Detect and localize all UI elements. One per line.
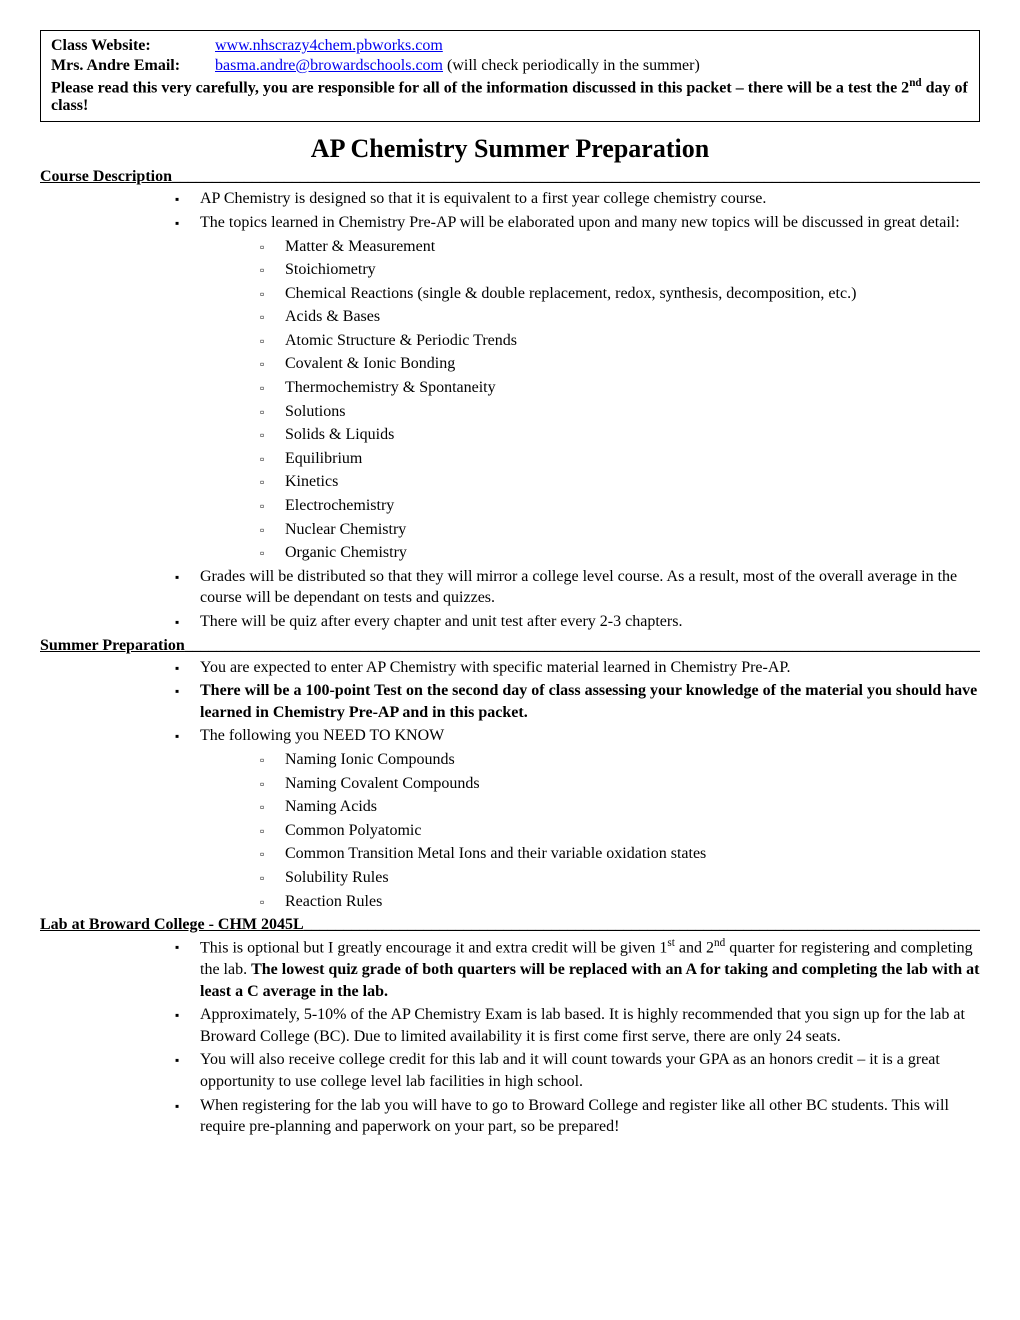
email-link[interactable]: basma.andre@browardschools.com <box>215 57 443 74</box>
email-row: Mrs. Andre Email: basma.andre@browardsch… <box>51 57 969 75</box>
list-item: When registering for the lab you will ha… <box>175 1095 980 1138</box>
list-item: The topics learned in Chemistry Pre-AP w… <box>175 212 980 564</box>
email-note: (will check periodically in the summer) <box>443 57 700 74</box>
website-link[interactable]: www.nhscrazy4chem.pbworks.com <box>215 37 443 54</box>
list-item: Grades will be distributed so that they … <box>175 566 980 609</box>
list-item: Covalent & Ionic Bonding <box>260 353 980 375</box>
warning-text-1: Please read this very carefully, you are… <box>51 79 909 96</box>
list-item: Solubility Rules <box>260 867 980 889</box>
list-item: Electrochemistry <box>260 495 980 517</box>
list-item: You will also receive college credit for… <box>175 1049 980 1092</box>
list-item: You are expected to enter AP Chemistry w… <box>175 657 980 679</box>
list-item: Organic Chemistry <box>260 542 980 564</box>
lab-b1-bold: The lowest quiz grade of both quarters w… <box>200 961 979 1000</box>
lab-b1-sup2: nd <box>714 937 725 949</box>
topics-list: Matter & Measurement Stoichiometry Chemi… <box>200 236 980 564</box>
list-item: Acids & Bases <box>260 306 980 328</box>
list-item: Reaction Rules <box>260 891 980 913</box>
list-item: Common Transition Metal Ions and their v… <box>260 843 980 865</box>
list-item-text: The following you NEED TO KNOW <box>200 727 444 744</box>
heading-text: Lab at Broward College - CHM 2045L <box>40 916 304 933</box>
list-item: Naming Acids <box>260 796 980 818</box>
heading-underline: ________________________________________… <box>185 637 980 654</box>
list-item: Stoichiometry <box>260 259 980 281</box>
lab-b1-mid: and 2 <box>675 939 714 956</box>
page-title: AP Chemistry Summer Preparation <box>40 134 980 164</box>
list-item: Chemical Reactions (single & double repl… <box>260 283 980 305</box>
info-box: Class Website: www.nhscrazy4chem.pbworks… <box>40 30 980 122</box>
course-description-list: AP Chemistry is designed so that it is e… <box>40 188 980 632</box>
warning-sup: nd <box>909 77 921 89</box>
list-item: Naming Ionic Compounds <box>260 749 980 771</box>
warning-note: Please read this very carefully, you are… <box>51 77 969 115</box>
email-label: Mrs. Andre Email: <box>51 57 211 75</box>
list-item: Solids & Liquids <box>260 424 980 446</box>
need-to-know-list: Naming Ionic Compounds Naming Covalent C… <box>200 749 980 912</box>
section-heading-course-description: Course Description______________________… <box>40 168 980 186</box>
list-item-text: The topics learned in Chemistry Pre-AP w… <box>200 214 960 231</box>
list-item: Naming Covalent Compounds <box>260 773 980 795</box>
website-label: Class Website: <box>51 37 211 55</box>
list-item: Nuclear Chemistry <box>260 519 980 541</box>
lab-b1-sup1: st <box>667 937 674 949</box>
list-item: Atomic Structure & Periodic Trends <box>260 330 980 352</box>
list-item: There will be quiz after every chapter a… <box>175 611 980 633</box>
website-row: Class Website: www.nhscrazy4chem.pbworks… <box>51 37 969 55</box>
list-item: Thermochemistry & Spontaneity <box>260 377 980 399</box>
list-item: AP Chemistry is designed so that it is e… <box>175 188 980 210</box>
list-item: Approximately, 5-10% of the AP Chemistry… <box>175 1004 980 1047</box>
heading-underline: ________________________________________… <box>172 168 980 185</box>
heading-underline: ________________________________________… <box>304 916 980 933</box>
list-item: Equilibrium <box>260 448 980 470</box>
list-item: The following you NEED TO KNOW Naming Io… <box>175 725 980 912</box>
lab-list: This is optional but I greatly encourage… <box>40 936 980 1138</box>
section-heading-lab: Lab at Broward College - CHM 2045L______… <box>40 916 980 934</box>
list-item: Kinetics <box>260 471 980 493</box>
list-item: Matter & Measurement <box>260 236 980 258</box>
lab-b1-pre: This is optional but I greatly encourage… <box>200 939 667 956</box>
summer-prep-list: You are expected to enter AP Chemistry w… <box>40 657 980 913</box>
list-item: Common Polyatomic <box>260 820 980 842</box>
list-item: Solutions <box>260 401 980 423</box>
list-item: This is optional but I greatly encourage… <box>175 936 980 1002</box>
section-heading-summer-prep: Summer Preparation______________________… <box>40 637 980 655</box>
heading-text: Course Description <box>40 168 172 185</box>
list-item: There will be a 100-point Test on the se… <box>175 680 980 723</box>
heading-text: Summer Preparation <box>40 637 185 654</box>
